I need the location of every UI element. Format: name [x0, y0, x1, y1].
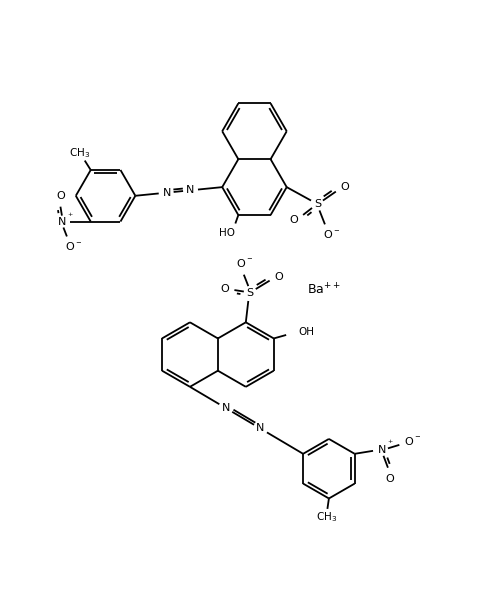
Text: $^{+}$: $^{+}$	[67, 211, 74, 220]
Text: S: S	[314, 199, 321, 209]
Text: N: N	[378, 445, 386, 455]
Text: OH: OH	[298, 327, 314, 337]
Text: N: N	[163, 187, 171, 198]
Text: O: O	[274, 272, 283, 281]
Text: O: O	[221, 284, 230, 294]
Text: $^{-}$: $^{-}$	[414, 434, 421, 444]
Text: O: O	[65, 242, 74, 252]
Text: CH$_3$: CH$_3$	[69, 146, 90, 159]
Text: O: O	[404, 437, 413, 447]
Text: HO: HO	[219, 228, 235, 239]
Text: $^{+}$: $^{+}$	[387, 439, 394, 448]
Text: O: O	[289, 215, 298, 226]
Text: O: O	[56, 191, 65, 201]
Text: O: O	[237, 259, 245, 269]
Text: $^{-}$: $^{-}$	[75, 240, 82, 250]
Text: $^{-}$: $^{-}$	[333, 228, 340, 238]
Text: O: O	[340, 181, 349, 192]
Text: O: O	[323, 230, 332, 240]
Text: N: N	[58, 217, 66, 227]
Text: Ba$^{++}$: Ba$^{++}$	[307, 283, 341, 298]
Text: N: N	[186, 185, 194, 195]
Text: N: N	[222, 403, 231, 414]
Text: S: S	[246, 287, 253, 298]
Text: CH$_3$: CH$_3$	[316, 511, 337, 524]
Text: O: O	[386, 474, 394, 484]
Text: N: N	[256, 424, 264, 433]
Text: $^{-}$: $^{-}$	[246, 256, 253, 267]
